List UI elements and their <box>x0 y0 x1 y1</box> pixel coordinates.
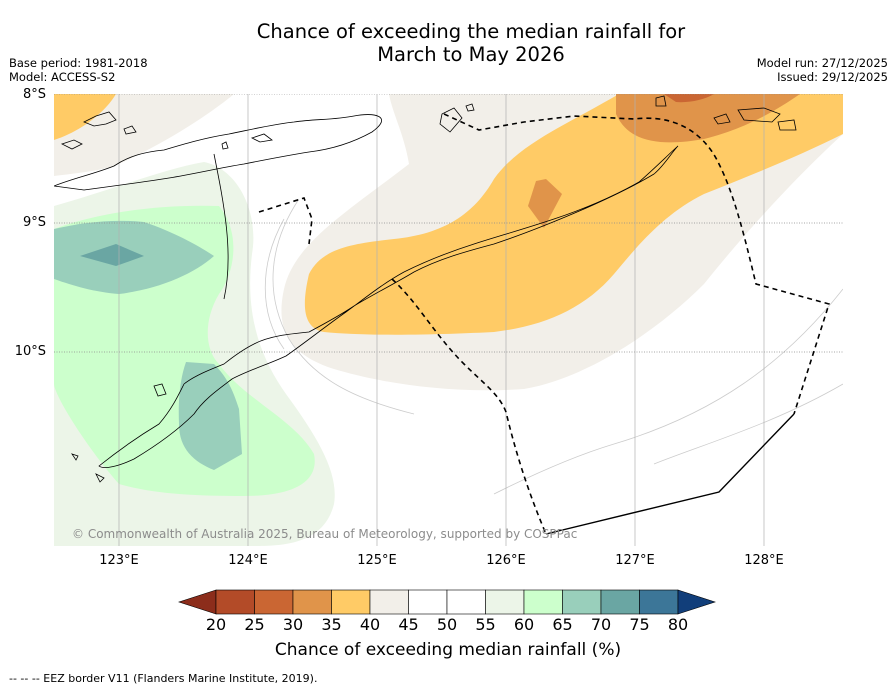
colorbar-segment <box>331 589 371 615</box>
colorbar-tick-label: 80 <box>667 615 689 634</box>
copyright-text: © Commonwealth of Australia 2025, Bureau… <box>72 527 577 541</box>
coastlines <box>54 95 797 483</box>
colorbar-segment <box>523 589 563 615</box>
colorbar-tick-label: 45 <box>398 615 419 634</box>
lon-label-123e: 123°E <box>99 553 139 568</box>
model-name: Model: ACCESS-S2 <box>9 70 116 84</box>
lon-label-125e: 125°E <box>357 553 397 568</box>
eez-border <box>258 113 831 535</box>
eez-footnote: -- -- -- EEZ border V11 (Flanders Marine… <box>9 672 318 685</box>
contour-40-45-northwest <box>54 94 234 176</box>
contour-25-30-patch <box>664 94 714 103</box>
lat-label-10s: 10°S <box>14 344 46 359</box>
coast-islands-north <box>54 114 382 191</box>
colorbar-tick-label: 65 <box>552 615 573 634</box>
title-line-1: Chance of exceeding the median rainfall … <box>256 20 686 43</box>
colorbar-tick-label: 50 <box>436 615 458 634</box>
issued-date: Issued: 29/12/2025 <box>777 70 888 84</box>
map-title: Chance of exceeding the median rainfall … <box>0 20 896 66</box>
lon-label-128e: 128°E <box>744 553 784 568</box>
colorbar-segment <box>562 589 602 615</box>
colorbar-segment <box>254 589 294 615</box>
colorbar-tick-label: 55 <box>475 615 496 634</box>
colorbar-tick-label: 60 <box>513 615 535 634</box>
lat-label-9s: 9°S <box>22 215 46 230</box>
lon-label-126e: 126°E <box>486 553 526 568</box>
meta-left: Base period: 1981-2018 Model: ACCESS-S2 <box>9 56 148 84</box>
colorbar-below-arrow <box>178 589 217 615</box>
colorbar-tick-label: 40 <box>359 615 381 634</box>
colorbar-segment <box>639 589 679 615</box>
colorbar-title: Chance of exceeding median rainfall (%) <box>274 640 622 660</box>
colorbar-segment <box>600 589 640 615</box>
graticule <box>54 94 843 546</box>
colorbar-segment <box>292 589 332 615</box>
colorbar-segment <box>215 589 255 615</box>
colorbar <box>178 589 716 615</box>
colorbar-segment <box>446 589 486 615</box>
colorbar-tick-label: 25 <box>244 615 265 634</box>
colorbar-tick-label: 75 <box>629 615 650 634</box>
colorbar-tick-label: 70 <box>590 615 612 634</box>
title-line-2: March to May 2026 <box>377 43 565 66</box>
colorbar-tick-label: 20 <box>205 615 227 634</box>
colorbar-segment <box>369 589 409 615</box>
lon-label-127e: 127°E <box>615 553 655 568</box>
lat-label-8s: 8°S <box>22 87 46 102</box>
map-panel: © Commonwealth of Australia 2025, Bureau… <box>54 94 843 546</box>
meta-right: Model run: 27/12/2025 Issued: 29/12/2025 <box>757 56 888 84</box>
colorbar-tick-label: 35 <box>321 615 342 634</box>
contour-65-70-south <box>178 362 242 470</box>
colorbar-tick-label: 30 <box>282 615 304 634</box>
coast-timor <box>98 145 679 468</box>
contour-30-35-patch <box>528 179 562 228</box>
model-run: Model run: 27/12/2025 <box>756 56 888 70</box>
contour-35-40-northwest <box>54 94 116 140</box>
eez-border-south <box>545 413 795 535</box>
contour-70-75-core <box>80 244 144 266</box>
contour-35-40-band <box>304 94 843 335</box>
base-period: Base period: 1981-2018 <box>9 56 148 70</box>
lon-label-124e: 124°E <box>228 553 268 568</box>
colorbar-above-arrow <box>677 589 716 615</box>
colorbar-segment <box>485 589 525 615</box>
colorbar-segment <box>408 589 448 615</box>
